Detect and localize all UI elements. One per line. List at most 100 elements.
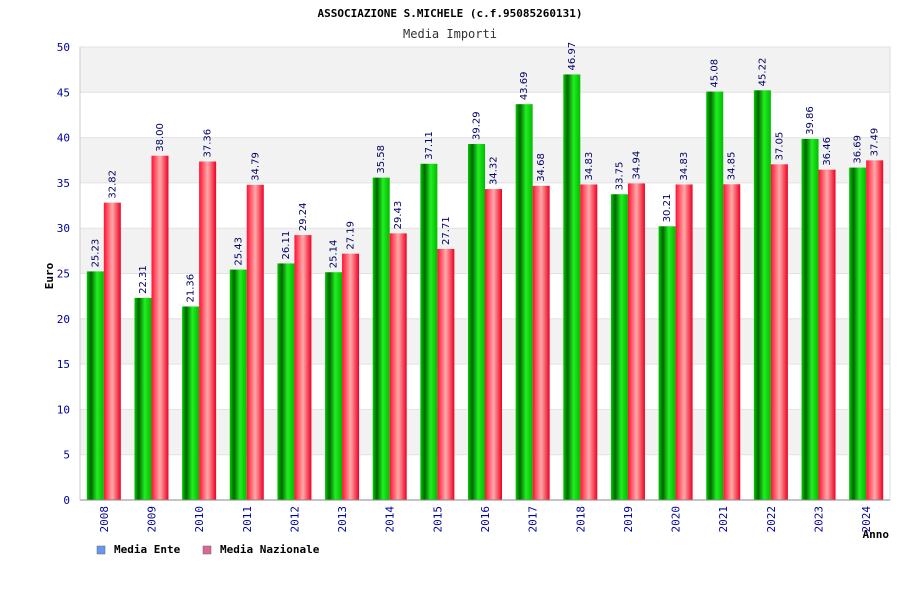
x-tick-label: 2011 — [241, 506, 254, 533]
bar-media-nazionale — [437, 248, 455, 500]
bar-media-nazionale — [675, 184, 693, 501]
bar-value-label: 27.19 — [346, 221, 357, 250]
bar-media-ente — [325, 272, 343, 500]
bar-media-nazionale — [151, 155, 169, 500]
bar-value-label: 25.43 — [233, 237, 244, 266]
bar-value-label: 45.22 — [757, 58, 768, 87]
bar-value-label: 27.71 — [441, 216, 452, 245]
bar-media-nazionale — [342, 253, 360, 500]
bar-value-label: 34.68 — [536, 153, 547, 182]
y-axis-label: Euro — [43, 262, 56, 289]
y-tick-label: 0 — [63, 494, 70, 507]
bar-media-nazionale — [580, 184, 598, 501]
bar-media-ente — [182, 306, 200, 500]
bar-value-label: 34.85 — [727, 152, 738, 181]
bar-media-ente — [468, 144, 485, 500]
x-tick-label: 2020 — [670, 506, 683, 533]
bar-media-nazionale — [199, 161, 217, 500]
bar-value-label: 43.69 — [519, 72, 530, 101]
bar-media-nazionale — [294, 235, 312, 500]
x-tick-label: 2023 — [813, 506, 826, 533]
bar-media-nazionale — [389, 233, 407, 500]
bar-media-ente — [86, 271, 104, 500]
bar-value-label: 32.82 — [107, 170, 118, 199]
bar-media-nazionale — [818, 169, 836, 500]
bar-media-nazionale — [770, 164, 788, 500]
bar-media-ente — [753, 90, 771, 501]
bar-media-ente — [706, 91, 724, 501]
x-axis-ticks: 2008 2009 2010 2011 2012 2013 2014 2015 2016 2017… — [98, 506, 873, 533]
x-tick-label: 2012 — [288, 506, 301, 533]
bar-value-label: 33.75 — [614, 162, 625, 191]
bar-media-ente — [801, 138, 819, 500]
bar-value-label: 34.94 — [631, 151, 642, 180]
bar-value-label: 29.24 — [298, 202, 309, 231]
x-tick-label: 2015 — [431, 506, 444, 533]
bar-media-ente — [610, 194, 628, 500]
bar-media-ente — [420, 163, 438, 501]
bar-media-nazionale — [627, 183, 645, 500]
bar-value-label: 45.08 — [710, 59, 721, 88]
x-tick-label: 2014 — [384, 506, 397, 533]
legend-swatch-media-nazionale — [202, 545, 212, 555]
bar-media-nazionale — [723, 184, 741, 500]
bar-value-label: 21.36 — [186, 274, 197, 303]
bar-value-label: 34.83 — [584, 152, 595, 181]
y-tick-label: 15 — [57, 358, 70, 371]
bar-value-label: 30.21 — [662, 194, 673, 223]
bar-media-ente — [563, 74, 581, 501]
x-tick-label: 2013 — [336, 506, 349, 533]
bar-value-label: 34.83 — [679, 152, 690, 181]
bar-value-label: 37.05 — [774, 132, 785, 161]
bar-value-label: 37.49 — [870, 128, 881, 157]
x-tick-label: 2016 — [479, 506, 492, 533]
bar-media-nazionale — [532, 185, 550, 500]
plot-band — [80, 47, 890, 93]
value-labels: 25.23 32.82 22.31 38.00 21.36 37.36 25.43 34.79… — [90, 42, 880, 303]
y-tick-label: 30 — [57, 222, 70, 235]
bar-value-label: 39.29 — [472, 111, 483, 140]
bar-media-nazionale — [866, 160, 884, 500]
y-tick-label: 45 — [57, 86, 70, 99]
y-tick-label: 20 — [57, 313, 70, 326]
bar-media-ente — [515, 104, 533, 500]
bar-value-label: 22.31 — [138, 265, 149, 294]
x-axis-label: Anno — [863, 528, 890, 541]
bar-value-label: 25.23 — [90, 239, 101, 268]
y-tick-label: 10 — [57, 403, 70, 416]
x-tick-label: 2022 — [765, 506, 778, 533]
y-tick-label: 25 — [57, 268, 70, 281]
bar-value-label: 37.36 — [203, 129, 214, 158]
bar-value-label: 25.14 — [329, 240, 340, 269]
bar-media-ente — [372, 177, 390, 500]
bar-media-nazionale — [103, 202, 121, 500]
bar-value-label: 46.97 — [567, 42, 578, 71]
chart-title: ASSOCIAZIONE S.MICHELE (c.f.95085260131) — [318, 7, 583, 20]
x-tick-label: 2021 — [717, 506, 730, 533]
bars — [86, 74, 884, 501]
y-tick-label: 50 — [57, 41, 70, 54]
x-tick-label: 2024 — [860, 506, 873, 533]
y-tick-label: 40 — [57, 132, 70, 145]
bar-value-label: 37.11 — [424, 131, 435, 160]
bar-media-ente — [229, 269, 247, 500]
bar-value-label: 38.00 — [155, 123, 166, 152]
legend-label-media-ente: Media Ente — [114, 543, 181, 556]
bar-media-ente — [134, 297, 152, 500]
legend: Media Ente Media Nazionale — [96, 543, 320, 556]
bar-media-nazionale — [485, 189, 502, 501]
x-tick-label: 2017 — [527, 506, 540, 533]
bar-media-ente — [849, 167, 867, 500]
bar-value-label: 29.43 — [393, 201, 404, 230]
bar-media-nazionale — [246, 184, 264, 500]
bar-value-label: 34.79 — [250, 152, 261, 181]
bar-value-label: 36.69 — [853, 135, 864, 164]
chart-subtitle: Media Importi — [403, 27, 497, 41]
bar-value-label: 36.46 — [822, 137, 833, 166]
x-tick-label: 2008 — [98, 506, 111, 533]
x-tick-label: 2019 — [622, 506, 635, 533]
bar-value-label: 35.58 — [376, 145, 387, 174]
bar-value-label: 39.86 — [805, 106, 816, 135]
legend-label-media-nazionale: Media Nazionale — [220, 543, 320, 556]
